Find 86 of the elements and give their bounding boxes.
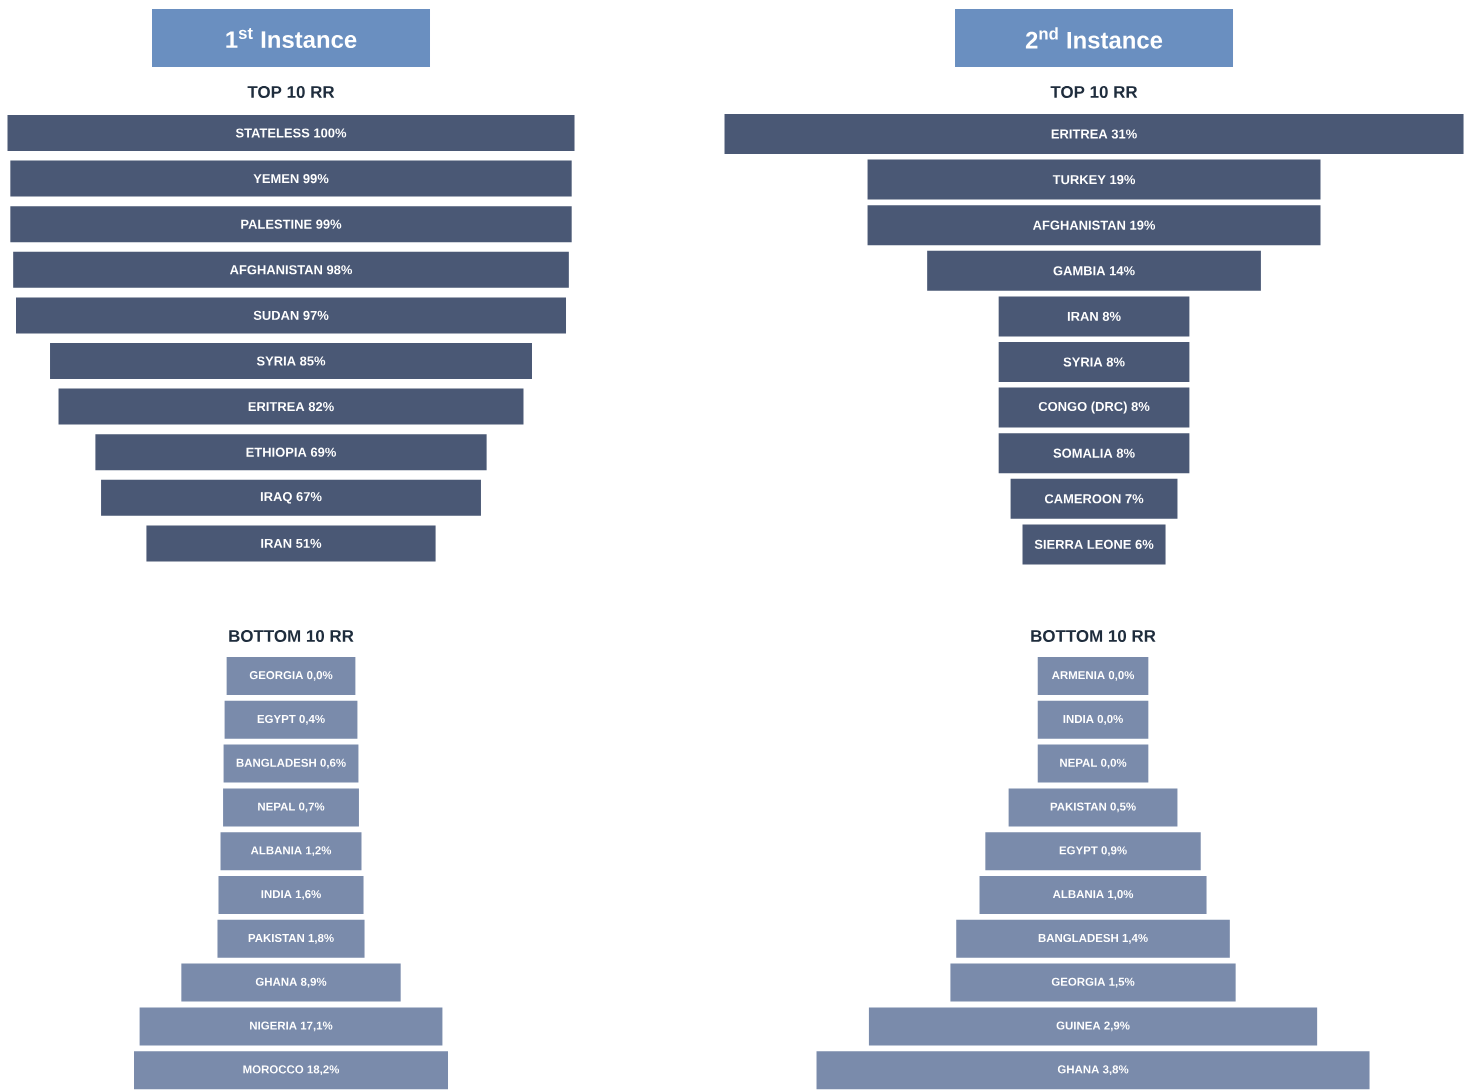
category-label: ETHIOPIA [246,447,307,457]
category-label: INDIA [261,890,292,899]
category-label: YEMEN [253,174,299,184]
category-label: STATELESS [235,128,310,138]
data-label: 6% [1135,539,1154,549]
category-label: IRAN [1067,311,1098,321]
category-label: SYRIA [1063,357,1103,367]
category-label: NEPAL [1060,758,1098,767]
text: BOTTOM 10 RR [229,630,354,642]
category-label: SUDAN [253,310,299,320]
data-label: 2,9% [1104,1021,1130,1032]
data-label: 31% [1111,129,1137,139]
data-label: 51% [296,538,322,548]
category-label: TURKEY [1052,175,1106,185]
data-label: 8% [1106,357,1125,367]
category-label: BANGLADESH [236,758,316,767]
data-label: 1,5% [1109,977,1135,988]
category-label: NIGERIA [250,1021,297,1030]
data-label: 67% [296,491,322,502]
text: TOP 10 RR [247,85,335,98]
data-label: 7% [1125,494,1144,504]
data-label: 0,0% [1097,714,1123,725]
category-label: ERITREA [1051,129,1108,139]
category-label: EGYPT [1059,846,1098,855]
data-label: 0,0% [1101,758,1127,769]
data-label: 98% [326,265,353,275]
data-label: 8,9% [300,977,327,988]
category-label: GHANA [255,977,298,986]
category-label: ARMENIA [1051,671,1105,680]
category-label: CONGO (DRC) [1038,401,1127,414]
data-label: 17,1% [300,1021,333,1032]
category-label: AFGHANISTAN [229,265,323,275]
category-label: GAMBIA [1053,266,1106,276]
data-label: 19% [1130,220,1156,230]
category-label: IRAN [261,538,292,548]
category-label: SIERRA LEONE [1034,539,1131,549]
data-label: 8% [1131,401,1150,412]
text: BOTTOM 10 RR [1031,630,1156,642]
category-label: CAMEROON [1044,494,1121,504]
text: 2$^{nd}$ Instance [1025,27,1163,49]
category-label: SYRIA [256,356,296,366]
data-label: 0,9% [1101,846,1127,857]
category-label: GEORGIA [249,671,304,680]
category-label: INDIA [1063,715,1094,723]
category-label: BANGLADESH [1038,933,1119,943]
category-label: SOMALIA [1053,448,1113,458]
category-label: MOROCCO [243,1065,304,1074]
category-label: GEORGIA [1051,977,1106,986]
category-label: NEPAL [258,802,295,811]
data-label: 8% [1102,311,1121,321]
data-label: 1,8% [308,933,334,944]
data-label: 85% [300,356,326,366]
category-label: GHANA [1057,1065,1100,1074]
data-label: 0,7% [298,802,325,813]
data-label: 82% [308,401,334,412]
category-label: EGYPT [257,714,296,724]
data-label: 18,2% [307,1065,340,1076]
data-label: 1,4% [1122,933,1148,944]
data-label: 69% [310,447,336,457]
data-label: 97% [303,310,329,320]
data-label: 0,0% [1108,671,1135,681]
category-label: ALBANIA [250,846,302,855]
text: 1$^{st}$ Instance [226,27,357,49]
category-label: GUINEA [1056,1021,1101,1030]
data-label: 14% [1109,266,1135,276]
category-label: AFGHANISTAN [1032,220,1126,230]
category-label: PAKISTAN [248,933,305,943]
data-label: 0,0% [307,671,333,681]
category-label: IRAQ [260,491,292,504]
data-label: 0,6% [320,758,346,769]
data-label: 99% [316,219,342,229]
text: TOP 10 RR [1050,85,1138,98]
data-label: 1,6% [295,890,321,900]
data-label: 3,8% [1102,1065,1129,1076]
category-label: ALBANIA [1052,890,1104,899]
data-label: 1,0% [1108,890,1134,900]
data-label: 0,5% [1110,802,1136,813]
data-label: 1,2% [306,846,332,857]
category-label: ERITREA [248,402,305,412]
category-label: PALESTINE [241,219,312,229]
data-label: 0,4% [299,714,325,725]
data-label: 99% [303,173,329,184]
category-label: PAKISTAN [1050,802,1107,811]
data-label: 100% [314,128,347,138]
data-label: 19% [1110,174,1136,185]
data-label: 8% [1116,448,1135,458]
